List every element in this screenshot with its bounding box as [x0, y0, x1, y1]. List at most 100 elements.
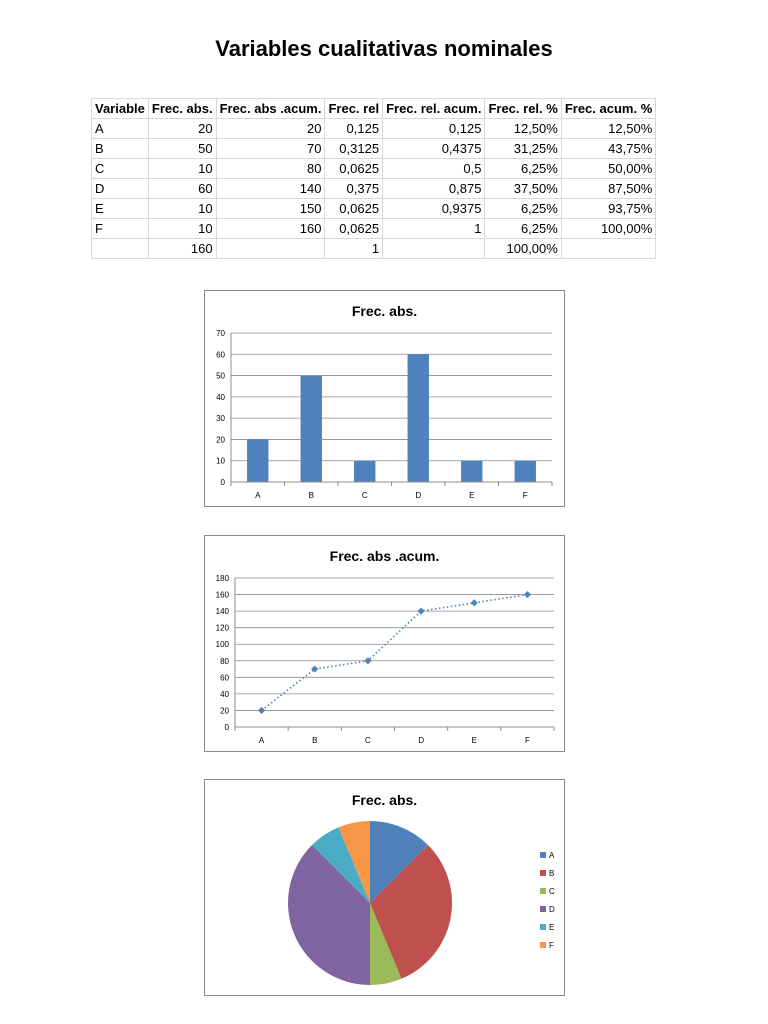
column-header: Frec. acum. % [560, 98, 657, 119]
table-cell: 10 [147, 158, 217, 179]
legend-swatch [540, 942, 546, 948]
bar [300, 375, 322, 482]
table-row: E 10 150 0,0625 0,9375 6,25% 93,75% [91, 198, 657, 219]
table-cell: 0,875 [382, 178, 486, 199]
y-tick-label: 20 [220, 706, 229, 715]
table-cell: 70 [215, 138, 326, 159]
table-cell: 80 [215, 158, 326, 179]
pie-slice [288, 845, 370, 985]
table-cell: 0,0625 [324, 218, 384, 239]
table-cell: 0,3125 [324, 138, 384, 159]
x-tick-label: B [309, 491, 314, 500]
y-tick-label: 0 [221, 478, 226, 487]
legend-label: B [549, 869, 554, 878]
y-tick-label: 100 [216, 640, 230, 649]
chart-title: Frec. abs. [352, 792, 417, 808]
bar [354, 460, 376, 482]
data-point-marker [470, 599, 478, 607]
legend-swatch [540, 924, 546, 930]
y-tick-label: 40 [216, 393, 225, 402]
table-cell: 10 [147, 218, 217, 239]
table-cell: B [91, 138, 149, 159]
column-header: Frec. rel. % [484, 98, 562, 119]
y-tick-label: 50 [216, 372, 225, 381]
y-tick-label: 60 [216, 350, 225, 359]
table-cell [215, 238, 326, 259]
line-chart: Frec. abs .acum. 0 20 40 60 80 100 120 140 160 180… [204, 535, 565, 752]
bar [514, 460, 536, 482]
table-row: F 10 160 0,0625 1 6,25% 100,00% [91, 218, 657, 239]
table-cell: 0,0625 [324, 158, 384, 179]
table-row: D 60 140 0,375 0,875 37,50% 87,50% [91, 178, 657, 199]
y-tick-label: 60 [220, 673, 229, 682]
column-header: Frec. abs. [147, 98, 217, 119]
y-tick-label: 120 [216, 624, 230, 633]
bar-chart: Frec. abs. 0 10 20 30 40 50 60 70 A B C D E F [204, 290, 565, 507]
table-cell: 140 [215, 178, 326, 199]
table-cell: 150 [215, 198, 326, 219]
y-tick-label: 140 [216, 607, 230, 616]
x-tick-label: F [525, 736, 530, 745]
frequency-table: Variable Frec. abs. Frec. abs .acum. Fre… [91, 98, 657, 259]
table-cell: 100,00% [484, 238, 562, 259]
bar [461, 460, 483, 482]
table-cell: 6,25% [484, 218, 562, 239]
x-tick-label: D [415, 491, 421, 500]
table-cell [560, 238, 657, 259]
y-tick-label: 10 [216, 457, 225, 466]
table-row: B 50 70 0,3125 0,4375 31,25% 43,75% [91, 138, 657, 159]
legend-label: D [549, 905, 555, 914]
x-tick-label: E [469, 491, 474, 500]
table-cell: 1 [324, 238, 384, 259]
legend-label: C [549, 887, 555, 896]
y-tick-label: 40 [220, 690, 229, 699]
pie-slice [370, 845, 452, 979]
x-tick-label: E [472, 736, 477, 745]
y-tick-label: 30 [216, 414, 225, 423]
table-cell: 12,50% [484, 118, 562, 139]
chart-title: Frec. abs .acum. [330, 548, 440, 564]
x-tick-label: D [418, 736, 424, 745]
chart-title: Frec. abs. [352, 303, 417, 319]
legend-swatch [540, 906, 546, 912]
legend-label: E [549, 923, 554, 932]
data-point-marker [417, 607, 425, 615]
table-cell: 0,125 [382, 118, 486, 139]
y-tick-label: 160 [216, 591, 230, 600]
pie-slice [370, 903, 402, 985]
table-cell: 12,50% [560, 118, 657, 139]
legend-label: A [549, 851, 555, 860]
legend-label: F [549, 941, 554, 950]
table-cell [382, 238, 486, 259]
table-row: C 10 80 0,0625 0,5 6,25% 50,00% [91, 158, 657, 179]
table-cell: 0,125 [324, 118, 384, 139]
table-cell: 20 [147, 118, 217, 139]
table-cell: F [91, 218, 149, 239]
table-cell: 50 [147, 138, 217, 159]
y-tick-label: 80 [220, 657, 229, 666]
x-tick-label: A [255, 491, 261, 500]
table-cell: C [91, 158, 149, 179]
table-cell: 0,4375 [382, 138, 486, 159]
table-cell [91, 238, 149, 259]
y-tick-label: 0 [225, 723, 230, 732]
page-title: Variables cualitativas nominales [215, 36, 553, 61]
x-tick-label: A [259, 736, 265, 745]
legend-swatch [540, 888, 546, 894]
y-tick-label: 70 [216, 329, 225, 338]
table-cell: 0,5 [382, 158, 486, 179]
legend-swatch [540, 852, 546, 858]
data-point-marker [523, 590, 532, 599]
y-tick-label: 20 [216, 435, 225, 444]
pie-slice [312, 827, 370, 903]
table-cell: 60 [147, 178, 217, 199]
table-cell: 87,50% [560, 178, 657, 199]
table-cell: 160 [147, 238, 217, 259]
table-cell: 6,25% [484, 198, 562, 219]
column-header: Frec. rel [324, 98, 384, 119]
table-cell: 100,00% [560, 218, 657, 239]
x-tick-label: B [312, 736, 317, 745]
bar-chart-svg: Frec. abs. 0 10 20 30 40 50 60 70 A B C D E F [216, 303, 553, 500]
table-cell: 6,25% [484, 158, 562, 179]
